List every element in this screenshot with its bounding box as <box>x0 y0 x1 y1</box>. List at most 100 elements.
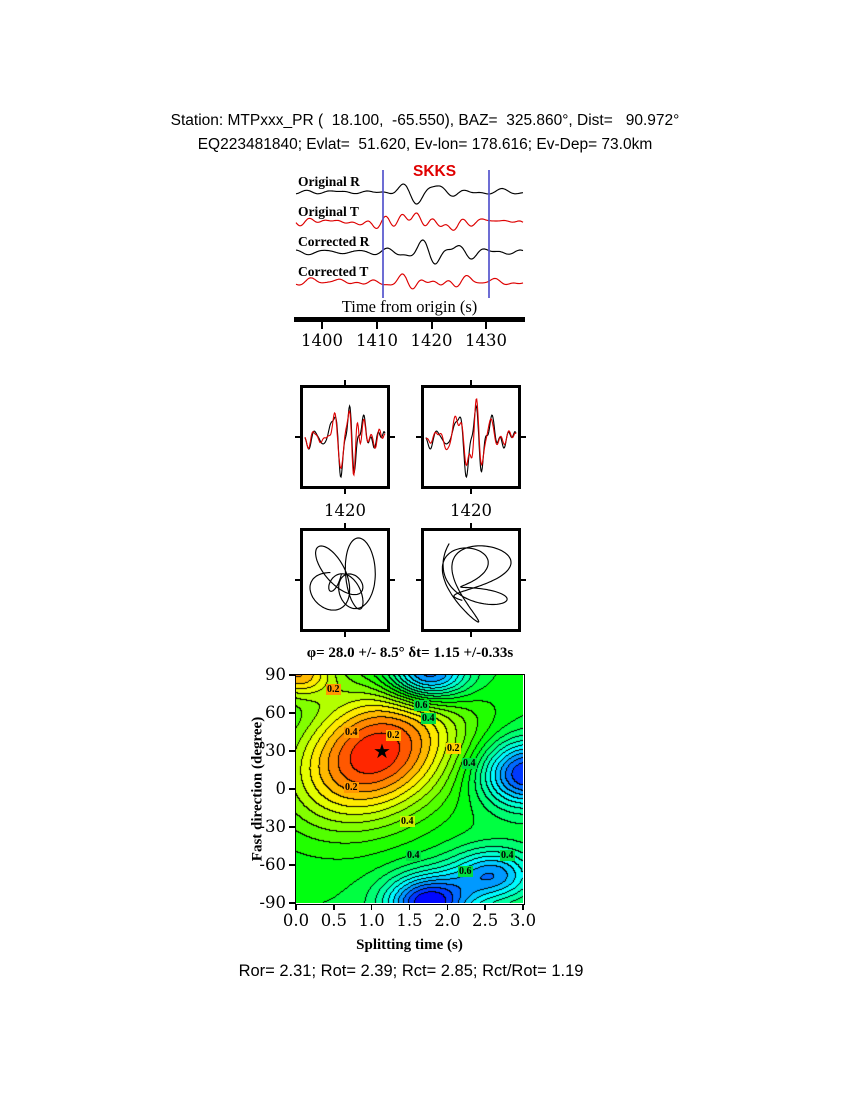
fast-direction-tick-label: -90 <box>259 893 286 912</box>
splitting-time-tick <box>295 904 297 910</box>
window-trace-black <box>425 404 517 479</box>
time-axis-tick-label: 1410 <box>356 331 398 350</box>
best-fit-star: ★ <box>373 740 391 763</box>
contour-level-label: 0.2 <box>446 743 461 754</box>
time-axis-tick-label: 1420 <box>410 331 453 350</box>
fast-direction-tick <box>289 902 295 904</box>
fast-direction-tick <box>289 864 295 866</box>
window-waveform-box-left <box>300 385 390 489</box>
waveform-traces-plot <box>295 170 524 298</box>
splitting-time-tick-label: 2.0 <box>434 911 461 930</box>
box-edge-tick <box>470 523 472 528</box>
contour-level-label: 0.4 <box>344 727 359 738</box>
fast-direction-tick <box>289 674 295 676</box>
splitting-time-tick-label: 3.0 <box>509 911 537 930</box>
window-waveform-plot-left <box>304 404 386 479</box>
splitting-time-tick-label: 1.5 <box>396 911 423 930</box>
box-edge-tick <box>344 489 346 494</box>
fast-direction-tick-label: -60 <box>259 855 286 874</box>
box-edge-tick <box>521 436 526 438</box>
result-title: φ= 28.0 +/- 8.5° δt= 1.15 +/-0.33s <box>306 645 514 661</box>
fast-direction-tick <box>289 712 295 714</box>
time-axis-tick <box>321 321 323 329</box>
time-axis-tick <box>376 321 378 329</box>
trace-label-original-r: Original R <box>298 174 360 189</box>
box-edge-tick <box>295 579 300 581</box>
box-edge-tick <box>521 579 526 581</box>
header-event-line: EQ223481840; Evlat= 51.620, Ev-lon= 178.… <box>197 136 653 153</box>
contour-level-label: 0.6 <box>414 700 429 711</box>
box-edge-tick <box>390 436 395 438</box>
fast-direction-tick-label: 0 <box>275 779 287 798</box>
window-waveform-plot-right <box>425 398 517 479</box>
contour-level-label: 0.4 <box>421 713 436 724</box>
splitting-time-tick <box>408 904 411 910</box>
box-edge-tick <box>344 523 346 528</box>
splitting-time-tick <box>446 904 449 910</box>
window-left-tick-label: 1420 <box>324 501 366 520</box>
trace-0 <box>295 183 524 205</box>
box-edge-tick <box>295 436 300 438</box>
box-edge-tick <box>344 380 346 385</box>
trace-label-corrected-r: Corrected R <box>298 234 370 249</box>
time-axis-tick-label: 1400 <box>301 331 343 350</box>
fast-direction-tick-label: 60 <box>265 703 286 722</box>
misfit-contour-frame <box>294 673 525 905</box>
box-edge-tick <box>470 632 472 637</box>
phase-label: SKKS <box>413 163 457 180</box>
splitting-time-tick-label: 2.5 <box>472 911 499 930</box>
fast-direction-tick <box>289 788 295 790</box>
fast-direction-tick <box>289 826 295 828</box>
contour-level-label: 0.6 <box>458 866 473 877</box>
splitting-time-tick <box>484 904 486 910</box>
fast-direction-tick-label: -30 <box>259 817 286 836</box>
splitting-time-tick <box>370 904 373 910</box>
splitting-time-tick-label: 0.5 <box>320 911 347 930</box>
contour-level-label: 0.2 <box>326 684 341 695</box>
particle-motion-box-left <box>300 528 390 632</box>
box-edge-tick <box>344 632 346 637</box>
contour-level-label: 0.2 <box>386 730 401 741</box>
box-edge-tick <box>390 579 395 581</box>
trace-3 <box>295 273 524 290</box>
particle-motion-plot-right <box>441 543 512 623</box>
particle-motion-path <box>309 537 376 611</box>
contour-level-label: 0.4 <box>406 850 421 861</box>
trace-label-original-t: Original T <box>298 204 359 219</box>
splitting-time-tick-label: 0.0 <box>282 911 310 930</box>
contour-level-label: 0.4 <box>500 850 515 861</box>
window-trace-red <box>425 398 517 467</box>
splitting-time-tick <box>522 904 524 910</box>
fast-direction-tick-label: 90 <box>265 665 286 684</box>
splitting-time-tick-label: 1.0 <box>358 911 385 930</box>
box-edge-tick <box>470 489 472 494</box>
time-axis-line <box>294 317 525 322</box>
splitting-time-tick <box>333 904 335 910</box>
trace-1 <box>295 212 524 231</box>
box-edge-tick <box>416 579 421 581</box>
particle-motion-plot-left <box>309 537 376 611</box>
box-edge-tick <box>416 436 421 438</box>
window-trace-red <box>304 410 386 477</box>
trace-label-corrected-t: Corrected T <box>298 264 369 279</box>
window-right-tick-label: 1420 <box>450 501 492 520</box>
trace-2 <box>295 239 524 265</box>
particle-motion-box-right <box>421 528 521 632</box>
header-station-line: Station: MTPxxx_PR ( 18.100, -65.550), B… <box>170 112 680 129</box>
contour-level-label: 0.4 <box>462 758 477 769</box>
time-axis-tick <box>485 321 487 329</box>
contour-level-label: 0.4 <box>400 816 415 827</box>
misfit-contour-canvas <box>295 674 523 903</box>
time-axis-label: Time from origin (s) <box>341 297 478 316</box>
fast-direction-tick <box>289 750 295 752</box>
fast-direction-tick-label: 30 <box>265 741 286 760</box>
footer-statistics: Ror= 2.31; Rot= 2.39; Rct= 2.85; Rct/Rot… <box>238 962 584 980</box>
time-axis-tick <box>430 321 433 329</box>
window-waveform-box-right <box>421 385 521 489</box>
time-axis-tick-label: 1430 <box>465 331 507 350</box>
box-edge-tick <box>470 380 472 385</box>
particle-motion-path <box>441 543 512 623</box>
contour-level-label: 0.2 <box>344 782 359 793</box>
splitting-time-axis-label: Splitting time (s) <box>356 937 463 953</box>
